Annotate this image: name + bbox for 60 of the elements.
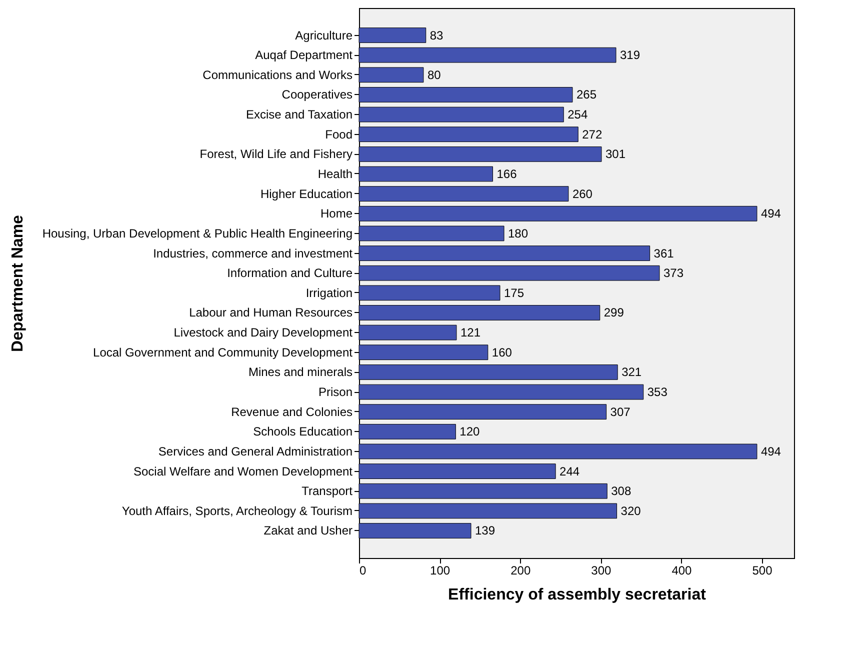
data-label: 175 <box>504 286 524 300</box>
y-tick-label: Local Government and Community Development <box>93 345 354 360</box>
data-label: 353 <box>647 385 668 400</box>
y-tick-label: Industries, commerce and investment <box>153 246 354 260</box>
data-label: 120 <box>460 424 480 439</box>
y-tick-label: Services and General Administration <box>158 444 352 458</box>
y-axis-title: Department Name <box>9 214 26 352</box>
data-label: 260 <box>572 186 593 201</box>
x-tick-label: 500 <box>752 564 773 578</box>
y-tick-label: Prison <box>318 385 352 400</box>
y-tick-label: Irrigation <box>306 286 352 300</box>
y-tick-label: Cooperatives <box>282 88 352 102</box>
y-tick-label: Communications and Works <box>202 68 352 82</box>
y-tick-label: Agriculture <box>295 28 353 42</box>
data-label: 321 <box>622 365 642 380</box>
data-label: 121 <box>460 326 481 340</box>
data-label: 494 <box>760 444 782 458</box>
data-label: 180 <box>508 226 528 240</box>
x-tick-label: 300 <box>591 564 612 578</box>
data-label: 361 <box>654 246 674 260</box>
x-tick-label: 400 <box>672 564 692 578</box>
x-tick-label: 0 <box>360 564 366 578</box>
data-label: 299 <box>604 306 624 320</box>
data-label: 301 <box>605 147 626 162</box>
y-tick-label: Information and Culture <box>227 266 353 280</box>
data-label: 494 <box>760 206 782 221</box>
data-label: 254 <box>568 108 588 122</box>
y-tick-label: Health <box>318 166 352 181</box>
y-tick-label: Transport <box>302 484 354 498</box>
y-tick-label: Schools Education <box>253 424 352 439</box>
data-label: 307 <box>610 404 631 419</box>
data-label: 244 <box>560 464 580 478</box>
data-label: 319 <box>620 48 640 62</box>
y-tick-label: Forest, Wild Life and Fishery <box>200 147 352 162</box>
data-label: 80 <box>427 68 442 82</box>
y-tick-label: Housing, Urban Development & Public Health Engineering <box>42 226 352 240</box>
data-label: 166 <box>496 166 518 181</box>
y-tick-label: Excise and Taxation <box>246 108 352 122</box>
y-tick-label: Labour and Human Resources <box>189 306 352 320</box>
data-label: 272 <box>582 127 602 142</box>
y-tick-label: Youth Affairs, Sports, Archeology & Tourism <box>122 504 352 518</box>
y-tick-label: Revenue and Colonies <box>231 404 352 419</box>
data-label: 160 <box>492 345 512 360</box>
data-label: 373 <box>663 266 684 280</box>
y-tick-label: Auqaf Department <box>255 48 354 62</box>
x-tick-label: 100 <box>430 564 450 578</box>
y-tick-label: Social Welfare and Women Development <box>134 464 354 478</box>
data-label: 265 <box>576 88 597 102</box>
y-tick-label: Livestock and Dairy Development <box>174 326 354 340</box>
x-tick-label: 200 <box>510 564 531 578</box>
data-label: 83 <box>430 28 444 42</box>
y-tick-label: Mines and minerals <box>248 365 352 380</box>
data-label: 139 <box>474 524 496 538</box>
y-tick-label: Higher Education <box>260 186 352 201</box>
data-label: 308 <box>611 484 632 498</box>
y-tick-label: Food <box>325 127 352 142</box>
y-tick-label: Home <box>320 206 353 221</box>
data-label: 320 <box>620 504 642 518</box>
y-tick-label: Zakat and Usher <box>264 524 352 538</box>
x-axis-title: Efficiency of assembly secretariat <box>448 586 707 604</box>
